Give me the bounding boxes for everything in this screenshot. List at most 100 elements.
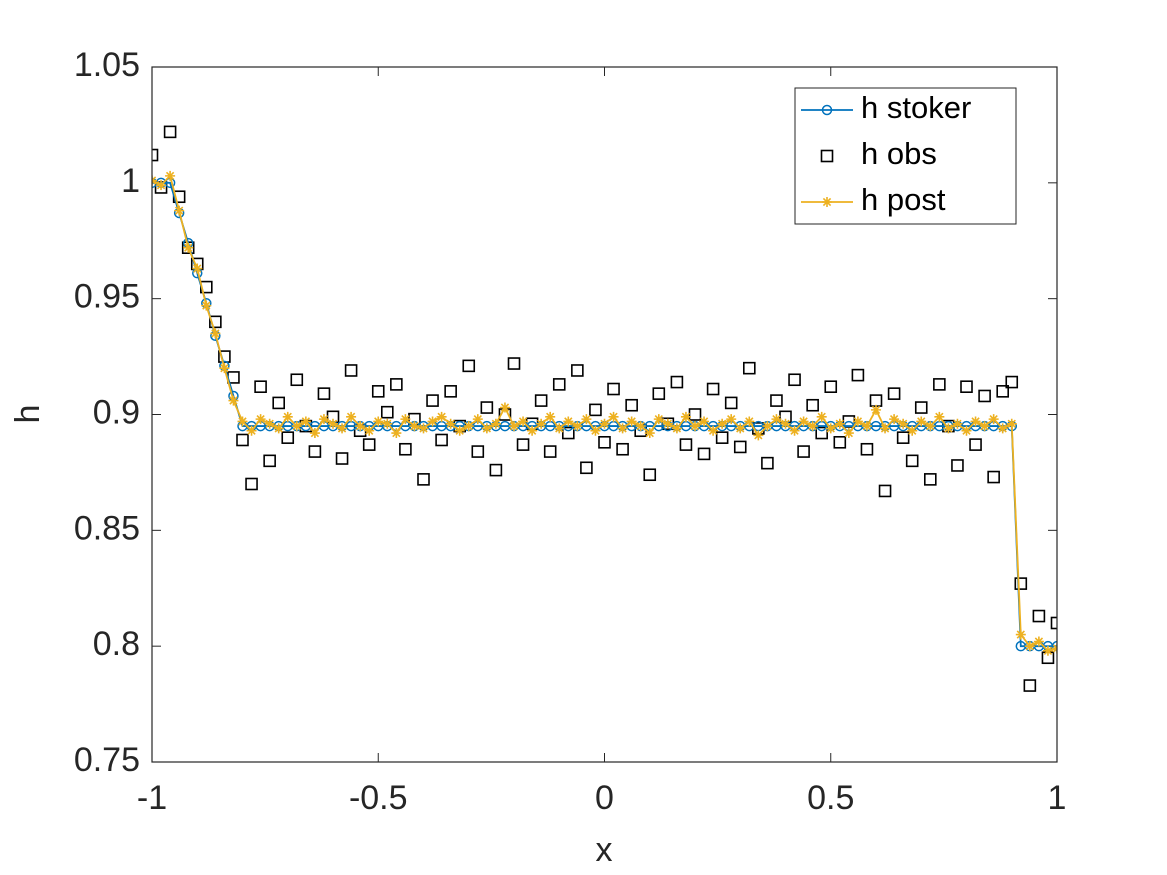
star-marker <box>328 418 338 429</box>
square-marker <box>362 438 376 451</box>
star-marker <box>952 418 963 429</box>
square-marker <box>896 431 910 444</box>
square-marker <box>706 382 720 396</box>
square-marker <box>254 380 267 394</box>
square-marker <box>869 394 883 407</box>
legend-marker <box>820 149 834 163</box>
star-marker <box>364 425 375 436</box>
star-marker <box>228 395 239 406</box>
plot-area <box>152 125 1057 692</box>
star-marker <box>192 263 203 274</box>
square-marker <box>951 459 964 472</box>
square-marker <box>480 401 494 414</box>
square-marker <box>281 431 295 444</box>
star-marker <box>400 414 411 425</box>
square-marker <box>688 408 702 421</box>
square-marker <box>263 454 276 468</box>
star-marker <box>798 416 809 427</box>
star-marker <box>174 205 185 216</box>
square-marker <box>652 387 666 400</box>
square-marker <box>371 385 385 398</box>
star-marker <box>699 416 710 427</box>
square-marker <box>824 380 838 394</box>
star-marker <box>183 242 194 253</box>
square-marker <box>571 364 584 377</box>
star-marker <box>789 425 800 436</box>
square-marker <box>1014 577 1028 590</box>
square-marker <box>163 125 177 139</box>
star-marker <box>988 414 999 425</box>
star-marker <box>825 423 836 434</box>
star-marker <box>744 416 755 427</box>
star-marker <box>572 421 583 432</box>
star-marker <box>871 404 881 415</box>
x-tick-label: -1 <box>137 779 167 817</box>
square-marker <box>833 435 847 449</box>
star-marker <box>527 425 538 436</box>
square-marker <box>290 373 304 387</box>
star-marker <box>690 421 700 432</box>
x-tick-label: 0 <box>595 779 614 817</box>
square-marker <box>815 426 829 440</box>
square-marker <box>697 447 711 461</box>
square-marker <box>851 368 865 382</box>
star-marker <box>436 411 447 422</box>
star-marker <box>463 421 474 432</box>
star-marker <box>708 425 719 436</box>
star-marker <box>264 418 275 429</box>
circle-marker <box>1051 640 1057 652</box>
square-marker <box>444 385 457 398</box>
square-marker <box>534 394 548 407</box>
star-marker <box>1024 641 1035 652</box>
x-tick-label: -0.5 <box>349 779 408 817</box>
y-axis-label: h <box>9 405 47 424</box>
square-marker <box>543 445 557 458</box>
star-marker <box>418 423 429 434</box>
legend-label: h stoker <box>861 90 971 125</box>
square-marker <box>489 463 503 477</box>
square-marker <box>733 440 747 454</box>
star-marker <box>925 421 936 432</box>
legend-marker <box>822 197 832 207</box>
star-marker <box>735 423 746 434</box>
square-marker <box>887 387 901 400</box>
star-marker <box>499 402 510 413</box>
y-tick-label: 1 <box>121 162 140 200</box>
star-marker <box>536 418 547 429</box>
square-marker <box>679 438 693 451</box>
square-marker <box>380 405 394 419</box>
star-marker <box>1015 629 1026 640</box>
star-marker <box>762 421 773 432</box>
star-marker <box>961 425 972 436</box>
square-marker <box>770 394 783 407</box>
star-marker <box>861 421 872 432</box>
star-marker <box>554 423 565 434</box>
star-marker <box>246 425 257 436</box>
square-marker <box>878 484 892 498</box>
square-marker <box>598 435 611 449</box>
star-marker <box>843 428 854 439</box>
star-marker <box>943 423 954 434</box>
square-marker <box>1050 616 1057 630</box>
star-marker <box>662 418 673 429</box>
star-marker <box>608 411 619 422</box>
legend-label: h obs <box>861 136 937 171</box>
square-marker <box>761 456 774 470</box>
square-marker <box>272 396 286 410</box>
square-marker <box>426 394 439 407</box>
square-marker <box>417 473 430 486</box>
star-marker <box>490 418 501 429</box>
square-marker <box>607 382 620 396</box>
star-marker <box>472 414 483 425</box>
y-tick-label: 0.8 <box>93 625 140 663</box>
star-marker <box>816 411 827 422</box>
square-marker <box>978 389 991 403</box>
star-marker <box>373 416 384 427</box>
square-marker <box>923 473 937 486</box>
square-marker <box>905 454 919 468</box>
star-marker <box>355 421 366 432</box>
star-marker <box>545 411 556 422</box>
star-marker <box>409 421 420 432</box>
